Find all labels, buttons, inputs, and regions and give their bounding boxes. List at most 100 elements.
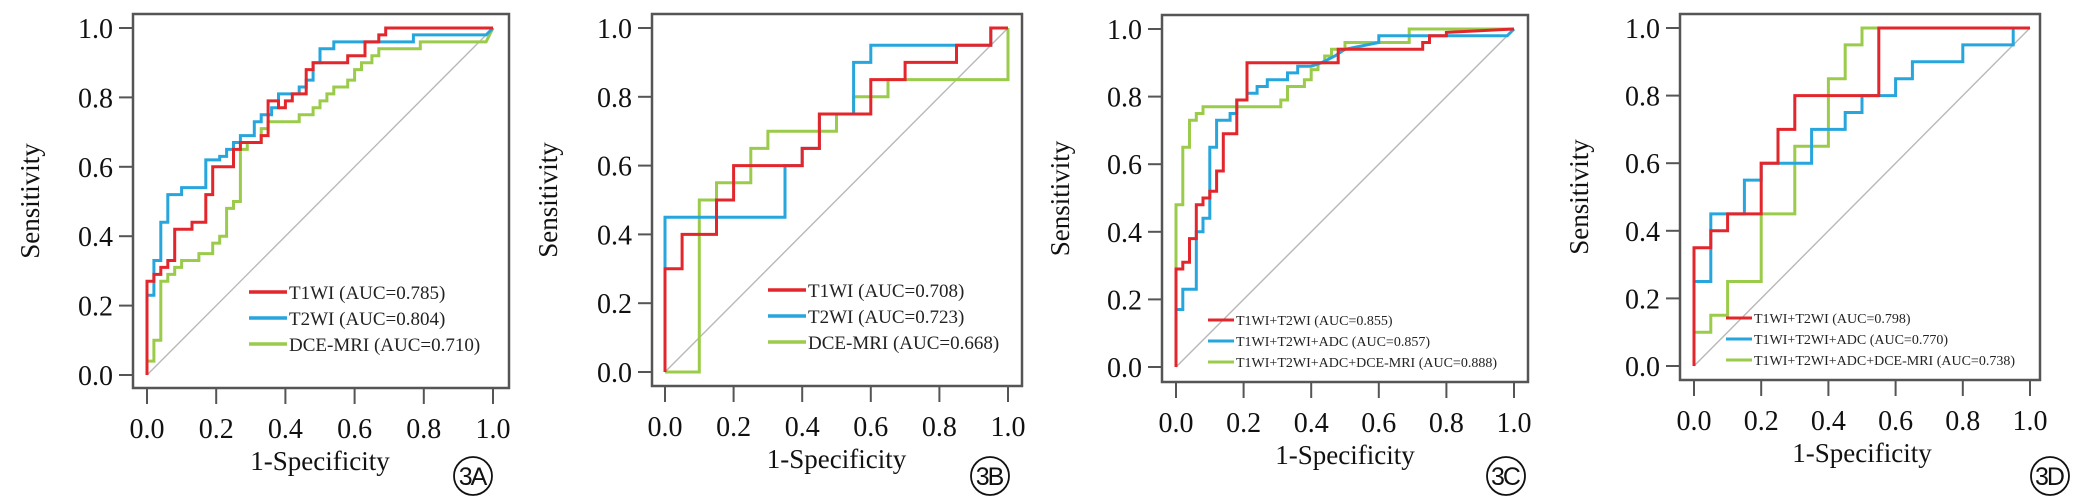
x-tick-label: 0.8 [922,412,957,443]
roc-curve-green [665,28,1010,374]
y-tick-label: 0.6 [1625,149,1660,180]
legend-entry: T1WI+T2WI (AUC=0.855) [1236,314,1393,329]
x-tick-label: 0.6 [337,414,372,445]
x-tick-label: 0.0 [1677,406,1712,437]
roc-panel-3b: 0.0 0.2 0.4 0.6 0.8 1.0 0.0 0.2 0.4 0.6 0.8 1.0 1-Sp… [533,12,1026,496]
x-axis-title: 1-Specificity [767,444,907,474]
y-tick-label: 1.0 [1625,14,1660,45]
x-tick-label: 1.0 [2013,406,2048,437]
y-tick-label: 0.2 [597,289,632,320]
x-tick-label: 1.0 [1497,408,1532,439]
x-tick-label: 0.2 [716,412,751,443]
y-tick-label: 1.0 [597,14,632,45]
y-tick-label: 0.2 [78,292,113,323]
reference-diagonal-line [146,27,494,376]
x-tick-label: 0.6 [1878,406,1913,437]
y-tick-label: 0.8 [1107,83,1142,114]
legend-entry: DCE-MRI (AUC=0.710) [289,335,480,356]
panel-label-circle [970,456,1010,496]
x-tick-label: 0.8 [1945,406,1980,437]
x-tick-label: 0.2 [199,414,234,445]
legend-entry: T1WI+T2WI+ADC (AUC=0.857) [1236,335,1430,350]
panel-label-text: 3B [976,463,1004,491]
y-tick-label: 1.0 [1107,15,1142,46]
y-axis-title: Sensitivity [533,142,563,258]
y-tick-label: 0.4 [1625,217,1660,248]
legend-entry: T1WI+T2WI (AUC=0.798) [1754,312,1911,327]
roc-curve-red [1174,27,1515,367]
x-tick-label: 0.0 [648,412,683,443]
legend-entry: T1WI+T2WI+ADC (AUC=0.770) [1754,333,1948,348]
panel-label-text: 3D [2035,463,2064,491]
y-tick-label: 0.0 [597,358,632,389]
panel-label-circle [2030,456,2070,496]
panel-label: 3A [453,456,493,496]
roc-panel-3d: 0.0 0.2 0.4 0.6 0.8 1.0 0.0 0.2 0.4 0.6 0.8 1.0 1-Sp… [1564,12,2070,496]
x-tick-label: 0.4 [1811,406,1846,437]
legend-entry: T2WI (AUC=0.804) [289,309,445,330]
roc-panel-3a: 0.0 0.2 0.4 0.6 0.8 1.0 0.0 0.2 0.4 0.6 0.8 1.0 1-Sp… [15,12,511,496]
panel-label-circle [1486,456,1526,496]
x-tick-label: 0.4 [785,412,820,443]
y-tick-label: 1.0 [78,14,113,45]
roc-panel-3c: 0.0 0.2 0.4 0.6 0.8 1.0 0.0 0.2 0.4 0.6 0.8 1.0 1-Sp… [1045,13,1532,496]
panel-label: 3C [1486,456,1526,496]
x-tick-label: 0.4 [1294,408,1329,439]
y-tick-label: 0.8 [1625,82,1660,113]
y-tick-label: 0.6 [78,153,113,184]
y-tick-label: 0.6 [1107,150,1142,181]
y-tick-label: 0.2 [1107,285,1142,316]
y-axis-title: Sensitivity [1564,139,1594,255]
roc-curve-red [663,26,1008,372]
y-axis-title: Sensitivity [15,143,45,259]
x-tick-label: 1.0 [991,412,1026,443]
y-tick-label: 0.4 [78,222,113,253]
legend: T1WI (AUC=0.708) T2WI (AUC=0.723) DCE-MRI … [768,281,999,354]
x-axis-title: 1-Specificity [1275,440,1415,470]
y-tick-label: 0.2 [1625,284,1660,315]
y-tick-label: 0.8 [597,83,632,114]
panel-label: 3D [2030,456,2070,496]
y-tick-label: 0.4 [597,220,632,251]
x-tick-label: 0.2 [1226,408,1261,439]
y-tick-label: 0.6 [597,152,632,183]
x-axis-title: 1-Specificity [1792,438,1932,468]
x-axis-title: 1-Specificity [250,446,390,476]
legend-entry: T1WI (AUC=0.708) [808,281,964,302]
x-tick-label: 1.0 [476,414,511,445]
panel-label-text: 3C [1491,463,1521,491]
y-tick-label: 0.0 [1625,352,1660,383]
reference-diagonal-line [1693,27,2031,367]
x-tick-label: 0.8 [406,414,441,445]
roc-curve-green [1692,26,2030,366]
legend-entry: T1WI+T2WI+ADC+DCE-MRI (AUC=0.738) [1754,354,2015,369]
legend: T1WI (AUC=0.785) T2WI (AUC=0.804) DCE-MRI … [249,283,480,356]
y-axis-title: Sensitivity [1045,140,1075,256]
x-tick-label: 0.6 [853,412,888,443]
panel-label-circle [453,456,493,496]
roc-curve-green [1174,27,1514,367]
x-tick-label: 0.0 [1159,408,1194,439]
x-tick-label: 0.2 [1744,406,1779,437]
roc-curve-red [1692,26,2030,366]
y-tick-label: 0.8 [78,83,113,114]
legend-entry: T1WI (AUC=0.785) [289,283,445,304]
legend: T1WI+T2WI (AUC=0.855) T1WI+T2WI+ADC (AUC=… [1208,314,1497,371]
legend-entry: DCE-MRI (AUC=0.668) [808,333,999,354]
legend-entry: T2WI (AUC=0.723) [808,307,964,328]
legend: T1WI+T2WI (AUC=0.798) T1WI+T2WI+ADC (AUC=… [1726,312,2015,369]
x-tick-label: 0.0 [130,414,165,445]
roc-curve-red [145,26,493,375]
panel-label: 3B [970,456,1010,496]
reference-diagonal-line [1175,28,1515,368]
legend-entry: T1WI+T2WI+ADC+DCE-MRI (AUC=0.888) [1236,356,1497,371]
x-tick-label: 0.6 [1361,408,1396,439]
y-tick-label: 0.4 [1107,218,1142,249]
reference-diagonal-line [664,27,1009,373]
panel-label-text: 3A [459,463,488,491]
x-tick-label: 0.8 [1429,408,1464,439]
y-tick-label: 0.0 [1107,353,1142,384]
x-tick-label: 0.4 [268,414,303,445]
y-tick-label: 0.0 [78,361,113,392]
